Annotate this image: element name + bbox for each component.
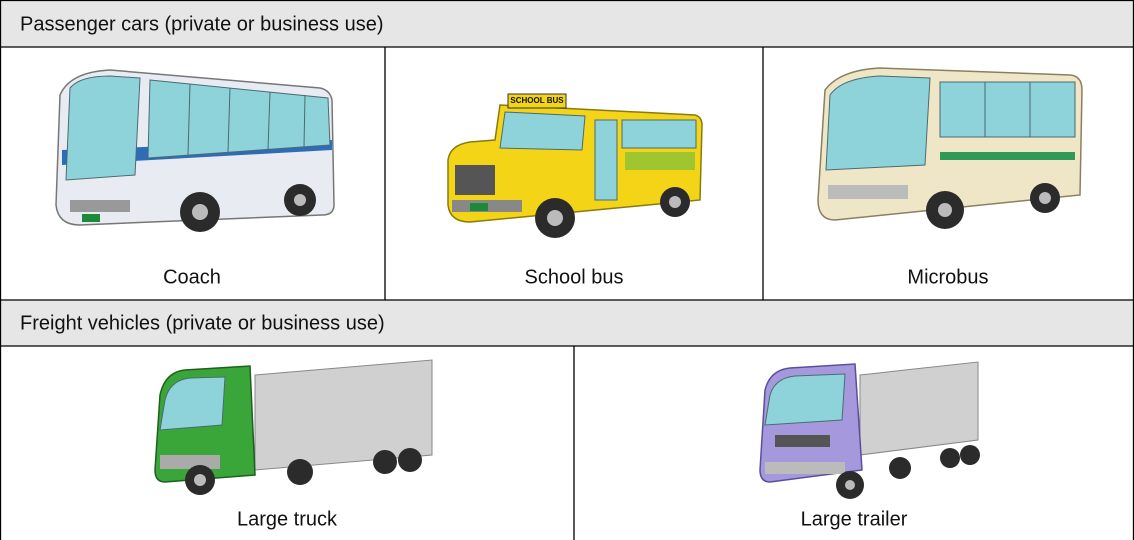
section-header	[0, 300, 1134, 346]
vehicle-label: Coach	[163, 266, 221, 288]
bus-sign: SCHOOL BUS	[510, 96, 564, 105]
school-bus-illustration: SCHOOL BUS	[447, 93, 703, 238]
vehicle-label: Microbus	[907, 266, 988, 288]
microbus-illustration	[817, 67, 1083, 229]
large-trailer-illustration	[759, 361, 980, 499]
section-header	[0, 0, 1134, 47]
vehicle-label: School bus	[525, 266, 624, 288]
coach-illustration	[55, 69, 335, 232]
section-title: Passenger cars (private or business use)	[20, 13, 384, 35]
vehicle-label: Large truck	[237, 508, 338, 530]
large-truck-illustration	[154, 359, 433, 495]
section-title: Freight vehicles (private or business us…	[20, 312, 385, 334]
vehicle-label: Large trailer	[801, 508, 908, 530]
